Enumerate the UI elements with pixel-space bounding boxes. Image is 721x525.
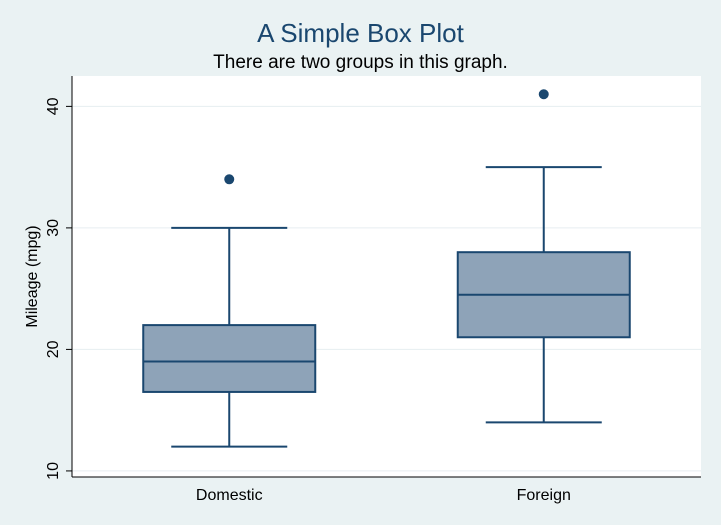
y-tick-label: 40 xyxy=(45,97,62,115)
x-tick-label: Domestic xyxy=(196,487,263,504)
y-tick-label: 30 xyxy=(45,219,62,237)
x-tick-label: Foreign xyxy=(517,487,571,504)
chart-title: A Simple Box Plot xyxy=(257,18,464,48)
y-tick-label: 10 xyxy=(45,462,62,480)
iqr-box xyxy=(142,324,317,393)
outlier-point xyxy=(224,174,235,185)
y-axis-title: Mileage (mpg) xyxy=(24,225,41,327)
y-tick-label: 20 xyxy=(45,340,62,358)
chart-subtitle: There are two groups in this graph. xyxy=(213,52,508,73)
outlier-point xyxy=(538,89,549,100)
